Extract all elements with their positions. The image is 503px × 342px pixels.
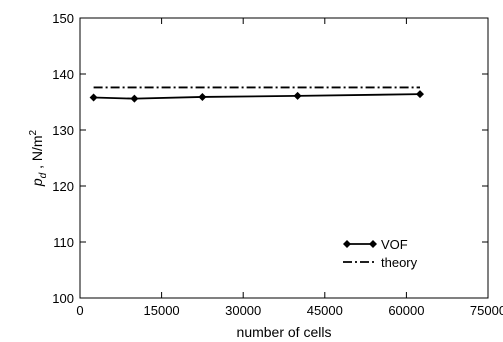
- x-tick-label: 30000: [225, 303, 261, 318]
- y-axis-title-unit: , N/m: [29, 135, 45, 172]
- data-point-vof: [130, 94, 139, 103]
- series-layer: [89, 86, 424, 103]
- y-tick-label: 140: [52, 67, 74, 82]
- y-tick-label: 130: [52, 123, 74, 138]
- legend: VOF theory: [343, 237, 418, 270]
- x-tick-label: 0: [76, 303, 83, 318]
- y-tick-label: 110: [53, 235, 74, 250]
- x-axis-ticks: 0 15000 30000 45000 60000 75000: [76, 18, 503, 318]
- legend-vof-marker-left: [343, 240, 351, 248]
- y-axis-title-sup: 2: [28, 129, 39, 135]
- plot-frame: [79, 17, 489, 299]
- y-tick-label: 100: [52, 291, 74, 306]
- x-axis-title: number of cells: [237, 324, 332, 340]
- x-tick-label: 15000: [144, 303, 180, 318]
- data-point-vof: [198, 92, 207, 101]
- legend-vof-marker-right: [369, 240, 377, 248]
- data-point-vof: [293, 91, 302, 100]
- y-axis-title: pd , N/m2: [28, 129, 49, 187]
- y-axis-ticks: 100 110 120 130 140 150: [52, 11, 488, 306]
- legend-vof-label: VOF: [381, 237, 408, 252]
- y-axis-title-main: p: [29, 178, 45, 187]
- data-point-vof: [89, 93, 98, 102]
- x-tick-label: 60000: [388, 303, 424, 318]
- legend-theory-label: theory: [381, 255, 418, 270]
- series-line-vof: [93, 93, 421, 100]
- data-point-vof: [416, 90, 424, 99]
- y-axis-title-sub: d: [38, 172, 49, 178]
- y-tick-label: 150: [52, 11, 74, 26]
- y-tick-label: 120: [52, 179, 74, 194]
- x-tick-label: 45000: [307, 303, 343, 318]
- x-tick-label: 75000: [470, 303, 503, 318]
